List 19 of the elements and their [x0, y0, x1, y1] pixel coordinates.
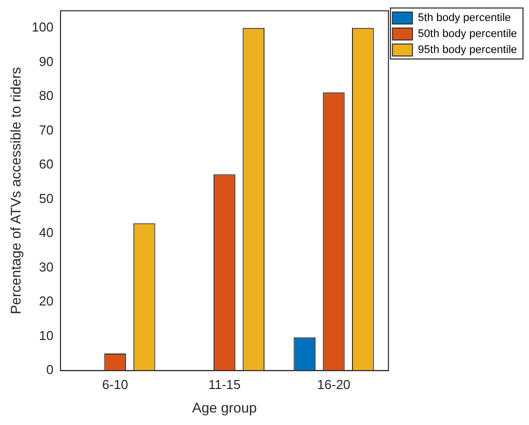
- y-tick-label: 30: [39, 259, 54, 274]
- y-tick-label: 60: [39, 156, 54, 172]
- y-tick-label: 50: [39, 190, 54, 206]
- x-axis-title: Age group: [192, 399, 257, 416]
- y-tick-label: 20: [39, 294, 54, 309]
- legend-label: 5th body percentile: [418, 12, 511, 24]
- y-axis-title: Percentage of ATVs accessible to riders: [7, 67, 24, 314]
- y-tick-label: 80: [39, 88, 54, 104]
- y-tick-label: 0: [46, 362, 54, 378]
- y-tick-label: 100: [32, 20, 54, 35]
- x-tick-label: 11-15: [208, 376, 241, 392]
- y-tick-label: 40: [39, 225, 54, 240]
- x-tick-label: 6-10: [102, 376, 128, 392]
- legend-label: 50th body percentile: [418, 28, 518, 40]
- y-tick-label: 90: [39, 54, 54, 69]
- y-tick-label: 70: [39, 122, 54, 138]
- x-tick-label: 16-20: [317, 376, 350, 392]
- y-tick-label: 10: [39, 328, 54, 343]
- legend-label: 95th body percentile: [418, 44, 518, 56]
